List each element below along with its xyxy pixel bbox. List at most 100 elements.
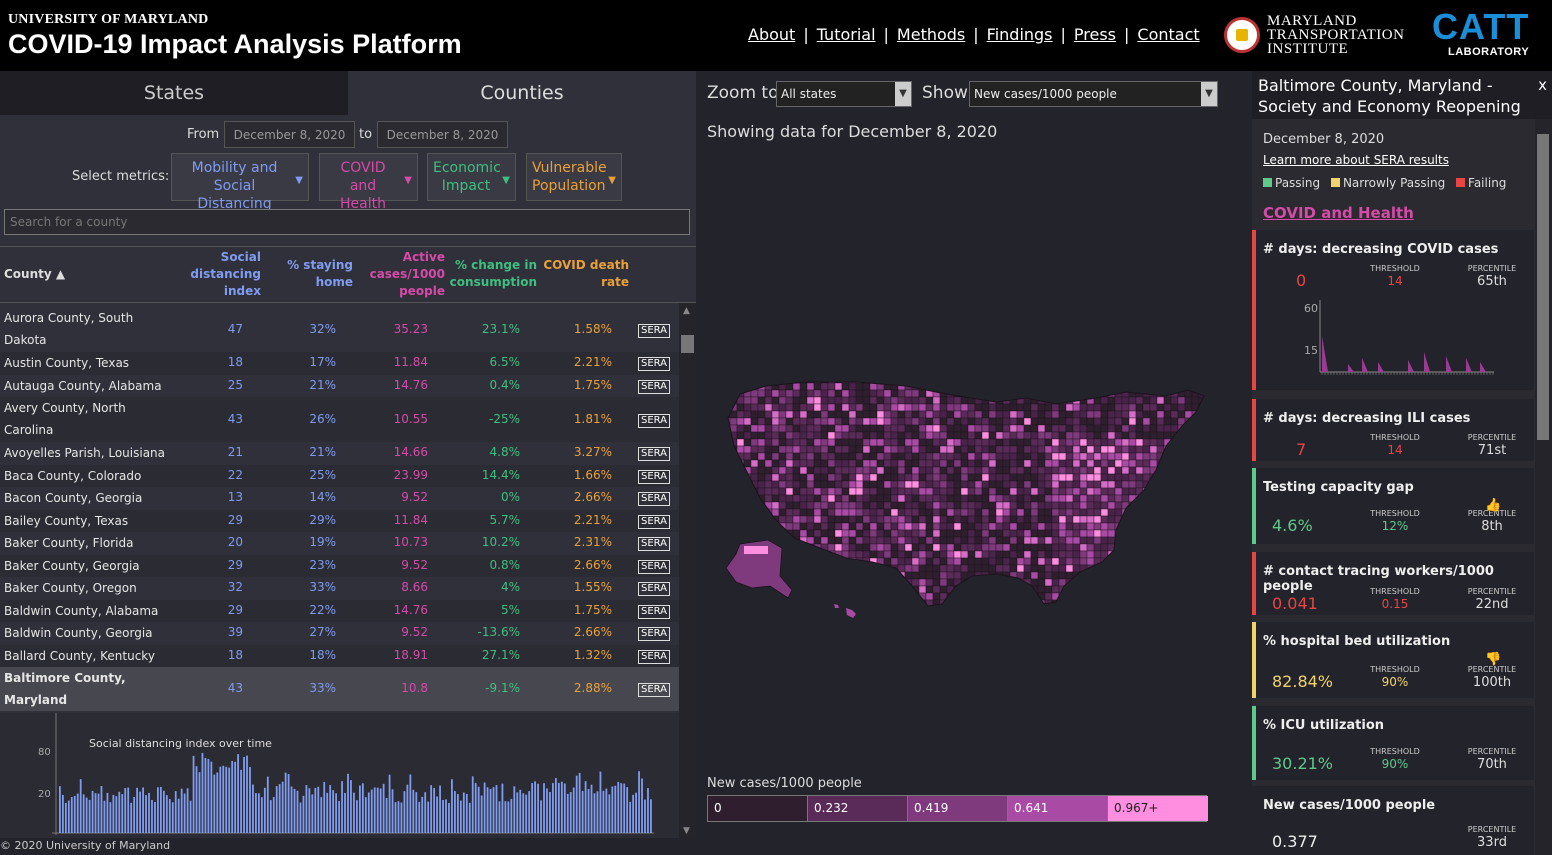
table-row[interactable]: Avoyelles Parish, Louisiana 21 21% 14.66 4.8…	[0, 442, 679, 465]
county-cell	[1149, 508, 1158, 517]
table-row[interactable]: Baker County, Florida 20 19% 10.73 10.2% 2.31…	[0, 532, 679, 555]
close-icon[interactable]: x	[1538, 76, 1547, 94]
county-cell	[792, 410, 801, 419]
table-row[interactable]: Baker County, Georgia 29 23% 9.52 0.8% 2.66% S…	[0, 554, 679, 577]
sd-bar	[201, 752, 204, 833]
county-cell	[1177, 529, 1186, 538]
scrollbar-thumb[interactable]	[1537, 134, 1549, 440]
county-cell	[932, 480, 941, 489]
sera-card[interactable]: New cases/1000 people 0.377 PERCENTILE 33rd	[1252, 786, 1534, 855]
county-cell	[1009, 522, 1018, 531]
sera-card[interactable]: # contact tracing workers/1000 people 0.0…	[1252, 552, 1534, 615]
sera-button[interactable]: SERA	[638, 627, 670, 642]
sera-button[interactable]: SERA	[638, 469, 670, 484]
scrollbar-thumb[interactable]	[681, 335, 694, 353]
county-search-input[interactable]: Search for a county	[4, 209, 690, 235]
col-home[interactable]: % staying home	[287, 257, 353, 291]
from-date-input[interactable]: December 8, 2020	[224, 121, 355, 148]
table-row[interactable]: Baldwin County, Georgia 39 27% 9.52 -13.6% 2.…	[0, 622, 679, 645]
sera-card[interactable]: # days: decreasing ILI cases 7 THRESHOLD 14…	[1252, 399, 1534, 461]
catt-logo[interactable]: CATT LABORATORY	[1432, 8, 1544, 64]
col-consumption[interactable]: % change in consumption	[450, 257, 537, 291]
county-cell	[764, 424, 773, 433]
table-row[interactable]: Ballard County, Kentucky 18 18% 18.91 27.1% 1…	[0, 644, 679, 667]
county-cell	[813, 410, 822, 419]
mti-logo-text[interactable]: MARYLAND TRANSPORTATION INSTITUTE	[1267, 14, 1404, 57]
county-cell	[897, 438, 906, 447]
county-cell	[1170, 585, 1179, 594]
sera-button[interactable]: SERA	[638, 604, 670, 619]
sera-button[interactable]: SERA	[638, 379, 670, 394]
sera-button[interactable]: SERA	[638, 559, 670, 574]
metric-economic-button[interactable]: Economic Impact ▼	[427, 153, 516, 201]
sera-button[interactable]: SERA	[638, 649, 670, 664]
county-cell	[953, 452, 962, 461]
table-row[interactable]: Baker County, Oregon 32 33% 8.66 4% 1.55% SERA	[0, 577, 679, 600]
table-row[interactable]: Baca County, Colorado 22 25% 23.99 14.4% 1.66…	[0, 464, 679, 487]
nav-findings[interactable]: Findings	[986, 25, 1053, 44]
county-cell	[953, 480, 962, 489]
county-cell	[1058, 410, 1067, 419]
sera-button[interactable]: SERA	[638, 413, 670, 428]
sd-bar	[287, 774, 290, 833]
county-cell	[918, 445, 927, 454]
county-cell	[1206, 439, 1213, 446]
county-cell	[890, 473, 899, 482]
table-row[interactable]: Baltimore County, Maryland 43 33% 10.8 -9.1% 2…	[0, 667, 679, 711]
county-cell	[932, 438, 941, 447]
learn-more-link[interactable]: Learn more about SERA results	[1263, 153, 1449, 167]
cell-death: 1.75%	[573, 602, 612, 617]
col-death[interactable]: COVID death rate	[543, 257, 629, 291]
sera-button[interactable]: SERA	[638, 683, 670, 697]
sera-button[interactable]: SERA	[638, 582, 670, 597]
nav-contact[interactable]: Contact	[1137, 25, 1200, 44]
table-row[interactable]: Austin County, Texas 18 17% 11.84 6.5% 2.21% S…	[0, 352, 679, 375]
sera-button[interactable]: SERA	[638, 357, 670, 372]
sera-card[interactable]: % ICU utilization 30.21% THRESHOLD 90% PERCE…	[1252, 706, 1534, 780]
county-cell	[813, 396, 822, 405]
section-covid-health[interactable]: COVID and Health	[1263, 204, 1414, 222]
sd-bar	[257, 793, 260, 833]
sera-button[interactable]: SERA	[638, 447, 670, 462]
sd-bar	[566, 793, 569, 833]
col-county[interactable]: County ▲	[4, 267, 66, 281]
sera-card[interactable]: # days: decreasing COVID cases 0 THRESHOLD…	[1252, 230, 1534, 390]
sera-button[interactable]: SERA	[638, 514, 670, 529]
metric-vulnerable-button[interactable]: Vulnerable Population ▼	[526, 153, 622, 201]
county-cell	[1213, 446, 1220, 453]
nav-methods[interactable]: Methods	[896, 25, 966, 44]
sera-scrollbar[interactable]	[1535, 119, 1552, 855]
tab-states[interactable]: States	[0, 71, 348, 115]
col-active[interactable]: Active cases/1000 people	[370, 249, 445, 300]
table-row[interactable]: Avery County, North Carolina 43 26% 10.55 -25…	[0, 397, 679, 442]
table-row[interactable]: Aurora County, South Dakota 47 32% 35.23 23.1…	[0, 307, 679, 352]
show-metric-select[interactable]: New cases/1000 people ▼	[969, 81, 1218, 107]
nav-press[interactable]: Press	[1073, 25, 1117, 44]
table-scrollbar[interactable]: ▲ ▼	[679, 303, 696, 838]
sera-button[interactable]: SERA	[638, 537, 670, 552]
table-row[interactable]: Autauga County, Alabama 25 21% 14.76 0.4% 1.7…	[0, 375, 679, 398]
sera-card[interactable]: Testing capacity gap 4.6% THRESHOLD 12% PERC…	[1252, 468, 1534, 544]
scroll-up-icon[interactable]: ▲	[683, 306, 690, 316]
table-row[interactable]: Bailey County, Texas 29 29% 11.84 5.7% 2.21% S…	[0, 509, 679, 532]
to-date-input[interactable]: December 8, 2020	[377, 121, 508, 148]
tab-counties[interactable]: Counties	[348, 71, 696, 115]
col-sdi[interactable]: Social distancing index	[190, 249, 261, 300]
us-county-map[interactable]	[696, 286, 1252, 706]
sera-card[interactable]: % hospital bed utilization 82.84% THRESHOL…	[1252, 622, 1534, 698]
metric-mobility-button[interactable]: Mobility and Social Distancing ▼	[171, 153, 309, 212]
metric-covid-button[interactable]: COVID and Health ▼	[319, 153, 418, 212]
county-cell	[918, 599, 927, 606]
zoom-select[interactable]: All states ▼	[776, 81, 912, 107]
county-cell	[1156, 515, 1165, 524]
scroll-down-icon[interactable]: ▼	[683, 826, 690, 836]
nav-tutorial[interactable]: Tutorial	[816, 25, 876, 44]
nav-about[interactable]: About	[748, 25, 796, 44]
university-seal-logo[interactable]	[1224, 17, 1260, 53]
table-row[interactable]: Baldwin County, Alabama 29 22% 14.76 5% 1.75%…	[0, 599, 679, 622]
sera-button[interactable]: SERA	[638, 323, 670, 338]
table-row[interactable]: Bacon County, Georgia 13 14% 9.52 0% 2.66% SER…	[0, 487, 679, 510]
sera-button[interactable]: SERA	[638, 492, 670, 507]
sd-bar	[540, 800, 542, 833]
county-cell	[1037, 571, 1046, 580]
